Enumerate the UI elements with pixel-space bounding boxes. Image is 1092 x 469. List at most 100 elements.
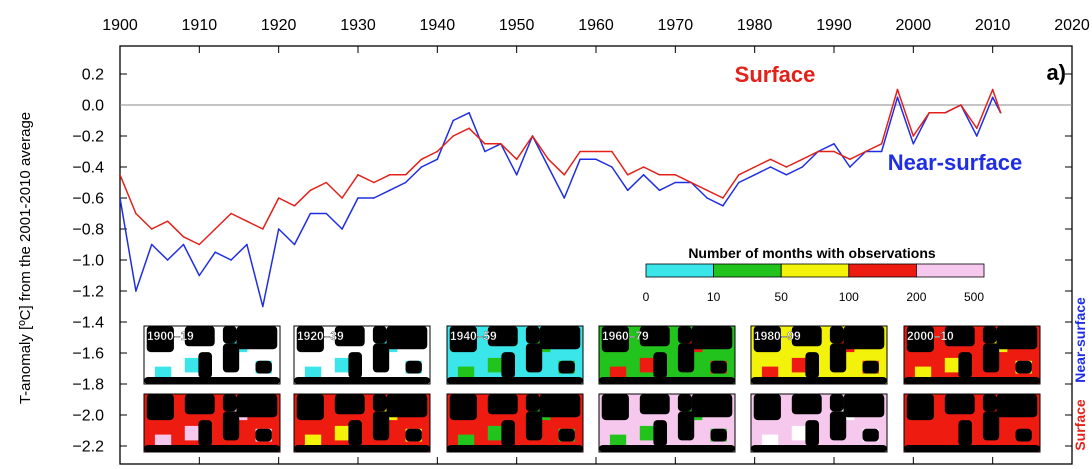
near-surface-point bbox=[373, 197, 375, 199]
surface-point bbox=[976, 127, 978, 130]
legend-swatch bbox=[713, 263, 782, 278]
inset-row-label-surface: Surface bbox=[1072, 399, 1088, 451]
map-coverage-patch bbox=[609, 434, 627, 447]
near-surface-point bbox=[484, 150, 486, 153]
map-coverage-patch bbox=[914, 366, 932, 379]
map-landmass bbox=[904, 377, 1040, 384]
surface-point bbox=[436, 150, 439, 153]
near-surface-point bbox=[198, 274, 201, 277]
inset-row-label-near-surface: Near-surface bbox=[1072, 297, 1088, 383]
near-surface-point bbox=[452, 119, 455, 122]
legend-title: Number of months with observations bbox=[688, 245, 936, 261]
surface-point bbox=[357, 173, 359, 176]
x-tick-label: 2020 bbox=[1054, 17, 1090, 34]
map-landmass bbox=[447, 445, 583, 452]
map-inset-near-surface bbox=[750, 325, 888, 385]
surface-point bbox=[999, 111, 1002, 114]
near-surface-point bbox=[293, 243, 296, 246]
map-landmass bbox=[677, 394, 692, 412]
map-landmass bbox=[539, 394, 581, 418]
map-landmass bbox=[805, 352, 819, 379]
surface-point bbox=[658, 173, 661, 176]
surface-point bbox=[912, 135, 915, 137]
map-landmass bbox=[906, 394, 934, 421]
near-surface-point bbox=[166, 259, 169, 261]
panel-label: a) bbox=[1046, 60, 1066, 85]
near-surface-point bbox=[246, 243, 248, 246]
x-tick-label: 1960 bbox=[578, 17, 614, 34]
near-surface-point bbox=[658, 189, 661, 192]
surface-point bbox=[674, 173, 677, 176]
near-surface-point bbox=[468, 111, 470, 114]
map-landmass bbox=[601, 326, 629, 353]
y-tick-label: −1.6 bbox=[72, 346, 104, 363]
near-surface-point bbox=[388, 189, 391, 192]
map-landmass bbox=[372, 394, 387, 412]
surface-point bbox=[706, 189, 708, 192]
legend-swatch bbox=[916, 263, 985, 278]
map-landmass bbox=[996, 326, 1038, 350]
map-inset-near-surface bbox=[446, 325, 584, 385]
map-coverage-patch bbox=[609, 366, 627, 379]
x-tick-label: 1990 bbox=[816, 17, 852, 34]
map-landmass bbox=[525, 326, 540, 344]
near-surface-point bbox=[595, 158, 597, 161]
map-landmass bbox=[677, 326, 692, 344]
near-surface-point bbox=[833, 142, 835, 145]
map-landmass bbox=[222, 326, 237, 344]
y-tick-label: 0.2 bbox=[82, 67, 104, 84]
y-tick-label: 0.0 bbox=[82, 98, 104, 115]
surface-point bbox=[722, 197, 724, 199]
map-landmass bbox=[222, 343, 240, 373]
map-landmass bbox=[805, 420, 819, 447]
near-surface-point bbox=[404, 181, 407, 184]
surface-point bbox=[182, 235, 185, 238]
near-surface-point bbox=[357, 197, 359, 199]
map-landmass bbox=[294, 377, 430, 384]
map-landmass bbox=[677, 411, 695, 441]
surface-point bbox=[150, 228, 153, 230]
surface-point bbox=[849, 158, 851, 161]
y-tick-labels: 0.2 0.0 −0.2 −0.4 −0.6 −0.8 −1.0 −1.2 −1.4 −1.6 −1… bbox=[72, 67, 104, 456]
map-inset-near-surface bbox=[598, 325, 736, 385]
surface-point bbox=[738, 173, 740, 176]
surface-point bbox=[277, 197, 280, 199]
near-surface-point bbox=[214, 251, 216, 254]
map-landmass bbox=[222, 394, 237, 412]
surface-point bbox=[896, 88, 899, 91]
map-landmass bbox=[296, 394, 324, 421]
near-surface-point bbox=[706, 197, 708, 199]
near-surface-point bbox=[753, 173, 756, 176]
surface-point bbox=[325, 181, 328, 184]
map-landmass bbox=[449, 326, 477, 353]
observation-legend: Number of months with observations 0 10 50… bbox=[643, 245, 985, 304]
map-insets: 1900–19 1920–39 1940–59 1960–79 1980–99 2000–… bbox=[143, 325, 1041, 453]
surface-point bbox=[944, 111, 946, 114]
near-surface-point bbox=[262, 305, 264, 308]
map-landmass bbox=[255, 428, 272, 442]
y-tick-label: −0.4 bbox=[72, 160, 104, 177]
map-landmass bbox=[751, 377, 887, 384]
surface-point bbox=[120, 173, 121, 176]
map-landmass bbox=[791, 326, 822, 347]
surface-point bbox=[611, 150, 613, 153]
map-landmass bbox=[958, 352, 972, 379]
map-landmass bbox=[334, 394, 365, 415]
near-surface-point bbox=[674, 181, 677, 184]
x-tick-label: 1910 bbox=[182, 17, 218, 34]
surface-point bbox=[785, 166, 788, 168]
near-surface-point bbox=[230, 259, 232, 261]
map-landmass bbox=[958, 420, 972, 447]
map-landmass bbox=[862, 428, 879, 442]
y-tick-label: −2.0 bbox=[72, 408, 104, 425]
map-coverage-patch bbox=[761, 434, 779, 447]
map-landmass bbox=[996, 394, 1038, 418]
map-landmass bbox=[639, 394, 670, 415]
map-landmass bbox=[982, 326, 997, 344]
map-landmass bbox=[982, 394, 997, 412]
near-surface-point bbox=[611, 166, 613, 168]
map-landmass bbox=[653, 420, 667, 447]
legend-swatch bbox=[848, 263, 917, 278]
surface-point bbox=[420, 158, 423, 161]
near-surface-point bbox=[849, 166, 851, 168]
